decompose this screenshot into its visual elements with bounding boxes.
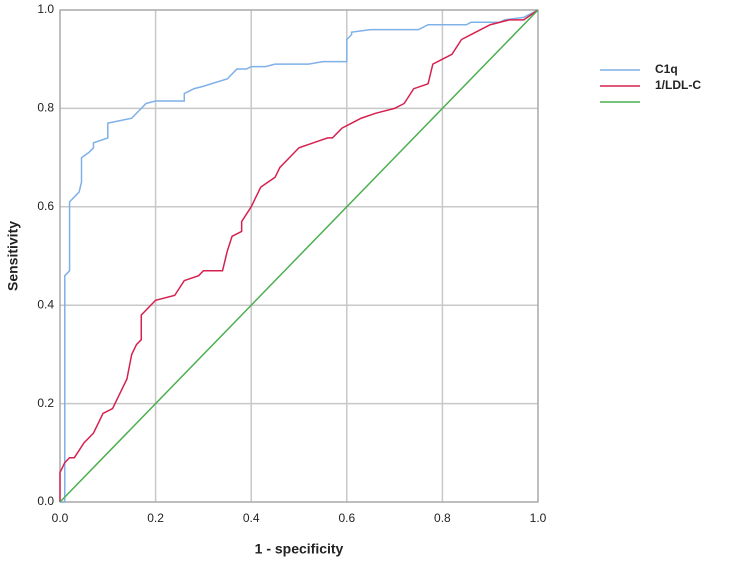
y-tick-label: 1.0 <box>37 2 54 16</box>
x-axis-title: 1 - specificity <box>255 541 344 557</box>
x-tick-label: 0.2 <box>147 511 164 525</box>
x-tick-label: 1.0 <box>530 511 547 525</box>
y-tick-label: 0.6 <box>37 199 54 213</box>
x-tick-label: 0.6 <box>338 511 355 525</box>
y-tick-label: 0.2 <box>37 396 54 410</box>
y-tick-label: 0.0 <box>37 494 54 508</box>
roc-line <box>59 9 539 502</box>
legend-label: C1q <box>655 62 678 76</box>
plot-frame <box>59 9 539 503</box>
legend-label: 1/LDL-C <box>655 78 701 92</box>
y-axis-title: Sensitivity <box>5 221 21 291</box>
y-tick-label: 0.8 <box>37 101 54 115</box>
x-tick-label: 0.0 <box>52 511 69 525</box>
y-tick-label: 0.4 <box>37 297 54 311</box>
x-tick-label: 0.4 <box>243 511 260 525</box>
roc-line <box>60 9 539 503</box>
roc-line <box>59 9 539 503</box>
x-tick-label: 0.8 <box>434 511 451 525</box>
